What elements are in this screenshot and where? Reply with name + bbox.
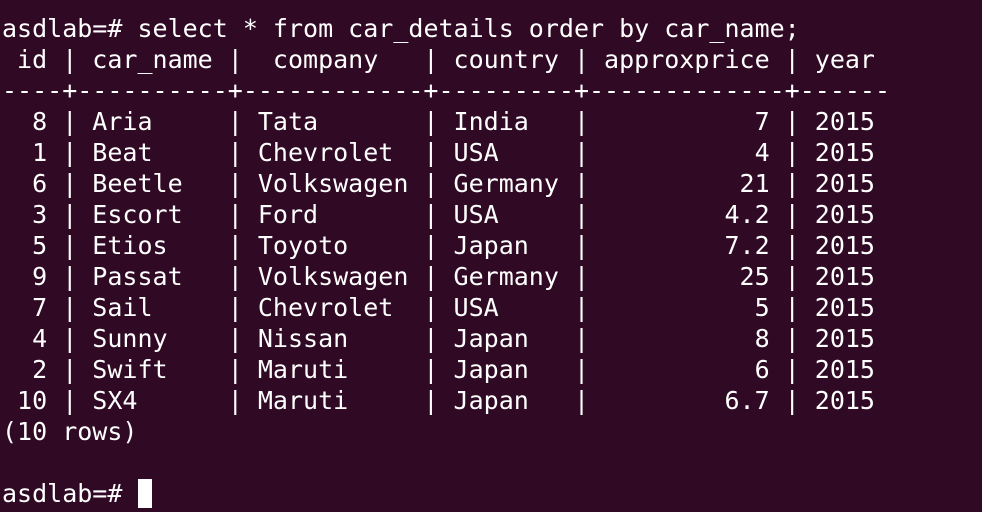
result-header: id | car_name | company | country | appr… <box>2 45 875 74</box>
table-row: 10 | SX4 | Maruti | Japan | 6.7 | 2015 <box>2 386 875 415</box>
table-row: 3 | Escort | Ford | USA | 4.2 | 2015 <box>2 200 875 229</box>
table-row: 9 | Passat | Volkswagen | Germany | 25 |… <box>2 262 875 291</box>
table-row: 4 | Sunny | Nissan | Japan | 8 | 2015 <box>2 324 875 353</box>
input-line[interactable]: asdlab=# <box>2 478 982 509</box>
command-line: asdlab=# select * from car_details order… <box>2 13 982 44</box>
prompt: asdlab=# <box>2 479 138 508</box>
table-row: 7 | Sail | Chevrolet | USA | 5 | 2015 <box>2 293 875 322</box>
table-row: 8 | Aria | Tata | India | 7 | 2015 <box>2 107 875 136</box>
table-row: 2 | Swift | Maruti | Japan | 6 | 2015 <box>2 355 875 384</box>
table-row: 1 | Beat | Chevrolet | USA | 4 | 2015 <box>2 138 875 167</box>
table-row: 6 | Beetle | Volkswagen | Germany | 21 |… <box>2 169 875 198</box>
text-cursor[interactable] <box>138 479 153 508</box>
blank-line <box>2 447 982 478</box>
sql-command: select * from car_details order by car_n… <box>137 14 800 43</box>
prompt: asdlab=# <box>2 14 138 43</box>
table-row: 5 | Etios | Toyoto | Japan | 7.2 | 2015 <box>2 231 875 260</box>
result-separator: ----+----------+------------+---------+-… <box>2 76 891 105</box>
row-count: (10 rows) <box>2 417 138 446</box>
